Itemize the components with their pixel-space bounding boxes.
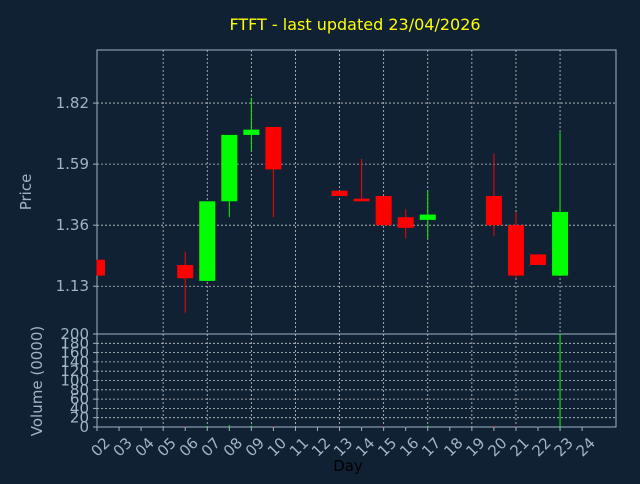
price-tick-label: 1.59 [56, 155, 89, 173]
volume-tick-label: 160 [60, 344, 89, 362]
volume-tick-label: 0 [79, 418, 89, 436]
candle-body [375, 195, 392, 226]
volume-tick-label: 140 [60, 353, 89, 371]
chart-title: FTFT - last updated 23/04/2026 [229, 15, 480, 34]
volume-tick-label: 40 [70, 399, 89, 417]
candle-body [353, 198, 370, 202]
candle-body [485, 195, 502, 226]
volume-axis-label: Volume (0000) [28, 326, 46, 436]
candle-body [530, 254, 546, 265]
volume-tick-label: 100 [60, 372, 89, 390]
candle-body [507, 225, 524, 276]
volume-tick-label: 200 [60, 325, 89, 343]
candle-body [243, 129, 260, 135]
candle-body [221, 134, 238, 202]
volume-tick-label: 20 [70, 409, 89, 427]
candle-body [97, 259, 105, 276]
price-tick-label: 1.82 [56, 94, 89, 112]
volume-tick-label: 80 [70, 381, 89, 399]
price-tick-label: 1.36 [56, 216, 89, 234]
volume-tick-label: 180 [60, 334, 89, 352]
x-axis-label: Day [333, 457, 363, 475]
volume-bars [96, 334, 561, 427]
candle-body [177, 264, 194, 279]
candle-body [552, 211, 569, 276]
candles [96, 97, 569, 313]
candle-body [199, 201, 216, 281]
volume-tick-label: 120 [60, 362, 89, 380]
candle-body [331, 190, 348, 196]
candle-body [419, 214, 436, 220]
price-axis-ticks: 1.13 1.36 1.59 1.82 [56, 94, 97, 295]
price-axis-label: Price [17, 174, 35, 211]
price-tick-label: 1.13 [56, 277, 89, 295]
volume-tick-label: 60 [70, 390, 89, 408]
candle-body [397, 217, 414, 228]
candle-body [265, 126, 282, 170]
